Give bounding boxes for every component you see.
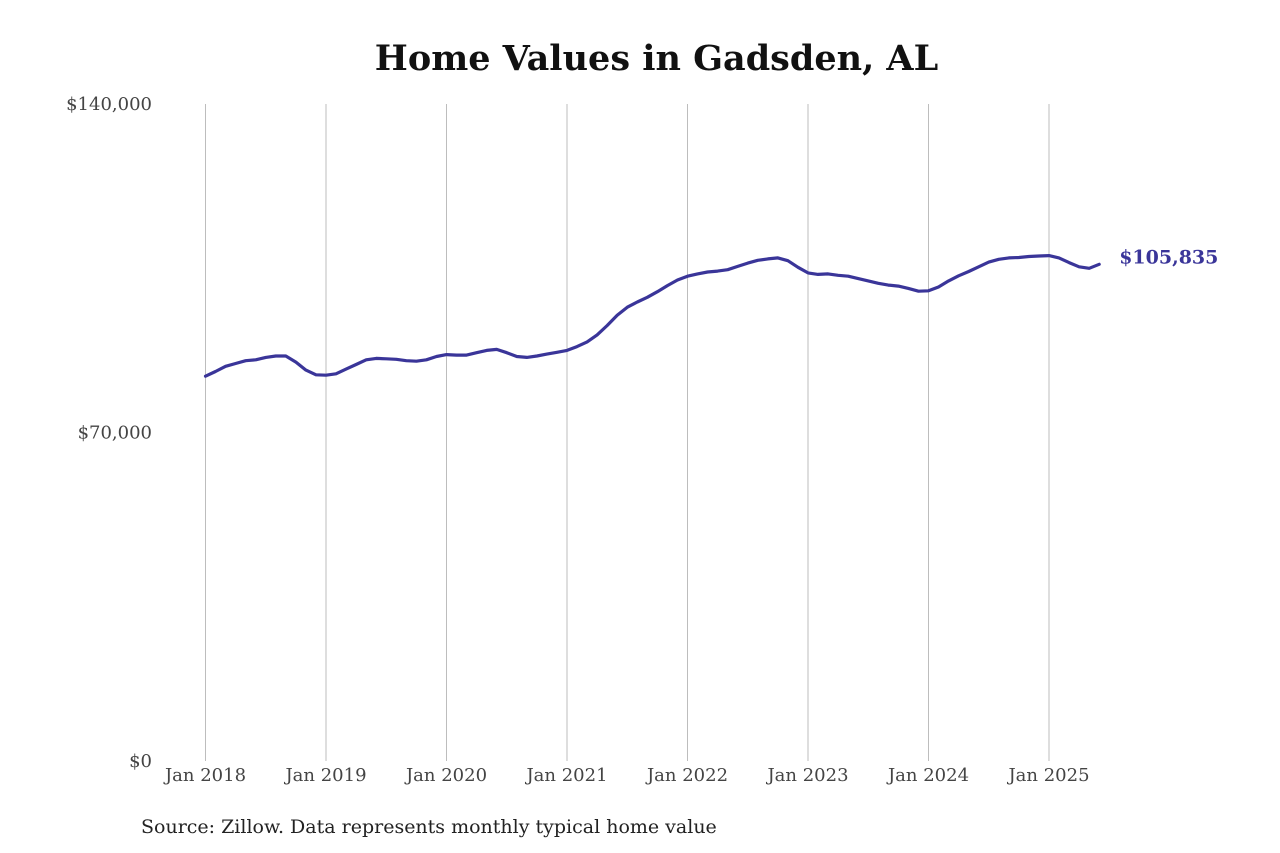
x-tick-label: Jan 2023 — [765, 765, 848, 786]
series-group — [203, 254, 1101, 378]
end-label-group: $105,835 — [1119, 246, 1218, 268]
chart-title: Home Values in Gadsden, AL — [374, 38, 939, 79]
x-tick-label: Jan 2024 — [886, 765, 969, 786]
x-tick-label: Jan 2022 — [645, 765, 728, 786]
x-tick-label: Jan 2021 — [524, 765, 607, 786]
end-value-label: $105,835 — [1119, 246, 1218, 268]
series-line-0 — [203, 254, 1101, 378]
y-tick-label: $70,000 — [78, 423, 152, 444]
x-axis-ticks: Jan 2018 Jan 2019 Jan 2020 Jan 2021 Jan 2022… — [163, 765, 1090, 786]
y-tick-label: $0 — [129, 751, 152, 772]
x-tick-label: Jan 2018 — [163, 765, 246, 786]
y-axis-ticks: $140,000 $70,000 $0 — [66, 94, 152, 772]
x-tick-label: Jan 2025 — [1006, 765, 1089, 786]
y-tick-label: $140,000 — [66, 94, 152, 115]
x-tick-label: Jan 2019 — [283, 765, 366, 786]
grid-lines — [205, 104, 1050, 761]
source-note: Source: Zillow. Data represents monthly … — [141, 816, 717, 838]
x-tick-label: Jan 2020 — [404, 765, 487, 786]
